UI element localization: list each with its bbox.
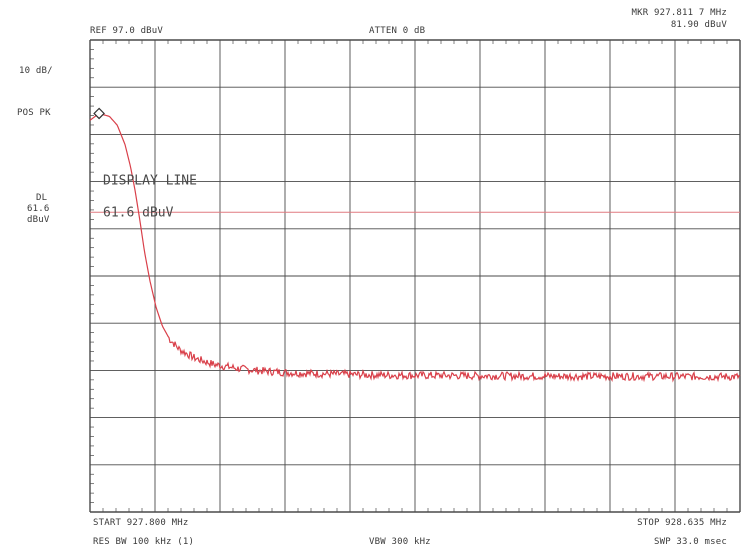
display-line-annotation-title: DISPLAY LINE <box>103 173 197 188</box>
start-frequency-label: START 927.800 MHz <box>93 518 189 528</box>
display-line-dl-value: 61.6 <box>27 204 50 214</box>
spectrum-trace <box>89 112 741 383</box>
video-bandwidth-label: VBW 300 kHz <box>369 537 431 547</box>
ref-level-label: REF 97.0 dBuV <box>90 26 164 36</box>
display-line-dl-label: DL <box>36 193 48 203</box>
marker-frequency-label: MKR 927.811 7 MHz <box>631 8 727 18</box>
resolution-bandwidth-label: RES BW 100 kHz (1) <box>93 537 195 547</box>
scale-label: 10 dB/ <box>19 66 53 76</box>
display-line-annotation-value: 61.6 dBuV <box>103 205 174 220</box>
sweep-time-label: SWP 33.0 msec <box>653 537 727 547</box>
stop-frequency-label: STOP 928.635 MHz <box>637 518 727 528</box>
attenuation-label: ATTEN 0 dB <box>369 26 426 36</box>
marker-amplitude-label: 81.90 dBuV <box>670 20 727 30</box>
display-line-dl-unit: dBuV <box>27 215 50 225</box>
detector-label: POS PK <box>17 108 51 118</box>
marker-diamond-icon <box>93 107 105 120</box>
